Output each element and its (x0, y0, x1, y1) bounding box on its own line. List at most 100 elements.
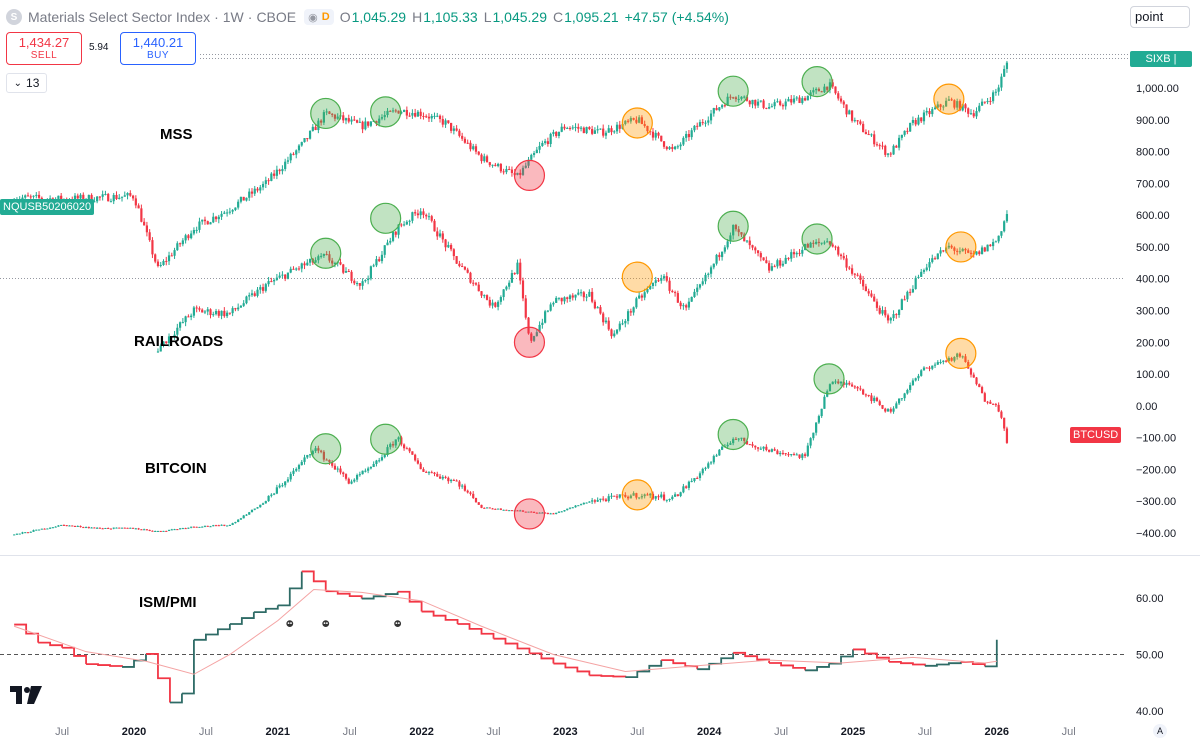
candle-body (599, 128, 602, 130)
ism-line-segment (924, 661, 962, 667)
candle-body (206, 309, 209, 312)
ism-line-segment (169, 693, 183, 704)
candle-body (355, 475, 359, 480)
highlight-circle-orange (933, 83, 965, 115)
candle-body (765, 446, 768, 450)
candle-body (709, 113, 713, 121)
skull-eye (323, 622, 326, 625)
label-ism: ISM/PMI (139, 594, 197, 611)
candle-body (1003, 221, 1006, 232)
candle-body (917, 117, 920, 125)
candle-body (967, 108, 970, 114)
candle-body (438, 476, 442, 479)
candle-body (864, 394, 868, 396)
candle-body (82, 194, 85, 201)
ism-line-segment (625, 660, 663, 678)
candle-body (35, 529, 38, 531)
visibility-badge[interactable]: ◉ D (304, 9, 334, 25)
candle-body (447, 477, 450, 482)
candle-body (118, 527, 121, 529)
candle-body (707, 273, 710, 275)
candle-body (115, 194, 118, 200)
candle-body (654, 280, 657, 283)
candle-body (839, 254, 843, 257)
candle-body (441, 233, 444, 240)
interval-label[interactable]: 1W (222, 9, 244, 25)
sell-button[interactable]: 1,434.27 SELL (6, 32, 82, 65)
candle-body (40, 197, 43, 200)
candle-body (712, 108, 715, 114)
candle-body (358, 121, 361, 123)
x-tick-label: 2024 (697, 726, 722, 738)
candle-body (768, 449, 771, 452)
candle-body (167, 529, 171, 531)
candle-body (469, 492, 472, 494)
candle-body (250, 293, 254, 296)
candle-body (920, 271, 923, 277)
ism-line-segment (181, 639, 195, 695)
candle-body (596, 499, 599, 502)
candle-body (798, 454, 801, 458)
symbol-header: S Materials Select Sector Index · 1W · C… (6, 6, 729, 28)
candle-body (217, 525, 220, 527)
indicator-count-toggle[interactable]: ⌄ 13 (6, 73, 47, 93)
candle-body (419, 111, 422, 117)
candle-body (422, 211, 425, 215)
candle-body (875, 144, 879, 146)
candle-body (145, 529, 149, 531)
candle-body (353, 479, 356, 482)
candle-body (917, 375, 920, 379)
candle-body (148, 232, 151, 241)
candle-body (734, 97, 738, 100)
candle-body (336, 116, 339, 119)
candle-body (463, 266, 467, 270)
candle-body (574, 505, 577, 508)
candle-body (704, 274, 707, 282)
candle-body (516, 172, 519, 175)
candle-body (62, 524, 66, 526)
candle-body (967, 250, 970, 253)
candle-body (1000, 76, 1003, 88)
candle-body (947, 99, 950, 101)
candle-body (867, 291, 870, 294)
candle-body (640, 496, 644, 498)
candle-body (516, 262, 519, 274)
candle-body (455, 128, 458, 131)
candle-body (270, 494, 273, 496)
buy-button[interactable]: 1,440.21 BUY (120, 32, 196, 65)
candle-body (317, 120, 320, 131)
candle-body (538, 512, 541, 514)
candle-body (784, 101, 787, 107)
candle-body (364, 121, 367, 130)
candle-body (734, 438, 738, 440)
candle-body (320, 450, 323, 452)
candle-body (732, 438, 735, 444)
symbol-title[interactable]: Materials Select Sector Index (28, 9, 211, 25)
skull-eye (290, 622, 292, 625)
candle-body (154, 530, 157, 532)
candle-body (607, 128, 610, 133)
candle-body (687, 133, 691, 138)
candle-body (217, 216, 220, 220)
candle-body (900, 398, 903, 400)
sell-label: SELL (30, 50, 58, 61)
candle-body (566, 297, 569, 299)
candle-body (696, 125, 699, 127)
candle-body (427, 116, 431, 119)
candle-body (322, 254, 325, 256)
candle-body (347, 271, 350, 273)
auto-scale-button[interactable]: A (1153, 724, 1167, 738)
candle-body (748, 240, 751, 246)
low-label: L (483, 9, 492, 25)
skull-icon (322, 620, 330, 628)
candle-body (790, 252, 793, 259)
candle-body (101, 528, 104, 530)
candle-body (303, 457, 306, 462)
candle-body (104, 193, 107, 195)
candle-body (994, 241, 997, 243)
candle-body (524, 165, 527, 168)
candle-body (284, 481, 287, 486)
candle-body (411, 113, 414, 116)
cursor-mode-select[interactable]: point (1130, 6, 1190, 28)
